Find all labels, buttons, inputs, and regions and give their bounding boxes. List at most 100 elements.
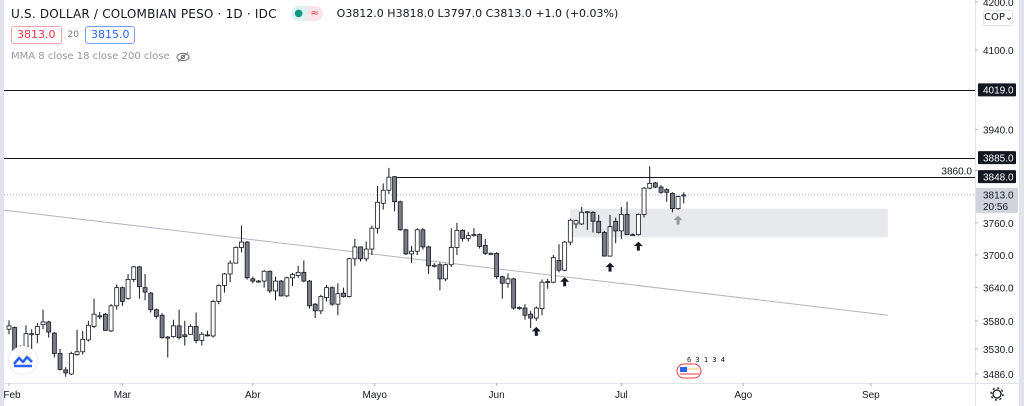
candle xyxy=(51,332,57,358)
tradingview-logo[interactable] xyxy=(9,346,37,374)
candle xyxy=(516,306,522,310)
candle-body-down xyxy=(301,271,307,282)
candle-body-up xyxy=(550,257,556,283)
candle-body-down xyxy=(613,220,619,232)
candle xyxy=(6,320,12,335)
sell-button[interactable]: 3813.0 xyxy=(11,26,62,44)
candle-body-up xyxy=(284,277,290,297)
candle xyxy=(369,225,375,256)
price-tick-label: 3700.0 xyxy=(983,251,1014,262)
economic-events-marker[interactable]: 6 3 1 3 4 xyxy=(676,356,725,379)
candle-body-down xyxy=(51,332,57,354)
candle xyxy=(505,273,511,288)
candle-body-down xyxy=(664,189,670,193)
candle-body-down xyxy=(205,334,210,337)
settings-gear-icon[interactable] xyxy=(990,387,1004,401)
candle-body-down xyxy=(426,246,431,267)
candle xyxy=(528,310,534,329)
time-axis[interactable]: Feb Mar Abr Mayo Jun Jul Ago Sep xyxy=(3,383,880,401)
candle xyxy=(556,244,562,273)
trendline[interactable] xyxy=(3,209,888,316)
candle-body-up xyxy=(533,307,539,319)
candle xyxy=(652,181,658,189)
up-arrow-icon[interactable] xyxy=(673,215,683,225)
candle-body-down xyxy=(312,303,318,312)
price-axis[interactable]: 4200.0 4100.0 3940.0 3860.0 3760.0 3700.0 3640… xyxy=(941,0,1014,381)
level-price-label: 3885.0 xyxy=(983,153,1014,164)
candle xyxy=(437,262,443,291)
candle-body-up xyxy=(647,183,653,189)
candle-body-down xyxy=(244,241,250,279)
right-scrollbar[interactable] xyxy=(1019,0,1024,406)
up-arrow-icon[interactable] xyxy=(633,241,643,251)
price-tick-label: 4100.0 xyxy=(983,46,1014,57)
price-tick-label: 3760.0 xyxy=(983,219,1014,230)
candle xyxy=(63,367,69,377)
spread-value: 20 xyxy=(67,30,79,40)
up-arrow-icon[interactable] xyxy=(560,277,570,287)
candle xyxy=(307,279,312,309)
candle xyxy=(261,270,267,288)
ohlc-values: O3812.0 H3818.0 L3797.0 C3813.0 +1.0 (+0… xyxy=(336,7,619,20)
candle xyxy=(312,303,318,319)
up-arrow-icon[interactable] xyxy=(531,326,541,336)
candle xyxy=(533,306,539,321)
candle-body-down xyxy=(624,213,630,235)
candle-body-up xyxy=(199,333,205,341)
candle-body-down xyxy=(63,369,69,374)
candle-body-down xyxy=(57,353,63,370)
candle-body-up xyxy=(318,296,324,312)
candle xyxy=(420,228,426,250)
candle-body-up xyxy=(505,278,511,284)
candle-body-up xyxy=(346,258,352,297)
candle xyxy=(188,324,193,335)
eye-off-icon[interactable] xyxy=(176,51,190,62)
time-tick-label: Jun xyxy=(489,390,505,401)
candle-body-up xyxy=(29,333,35,336)
up-arrow-icon[interactable] xyxy=(605,262,615,272)
candle xyxy=(125,273,131,300)
candle xyxy=(539,279,545,316)
candle xyxy=(482,238,488,256)
candle xyxy=(681,192,687,204)
time-tick-label: Sep xyxy=(862,390,880,401)
candle xyxy=(641,187,647,218)
delayed-data-icon: ≈ xyxy=(306,6,323,21)
candle-body-up xyxy=(516,307,522,309)
candle-body-down xyxy=(159,314,165,339)
left-border xyxy=(0,0,4,406)
candle xyxy=(29,329,35,349)
candle xyxy=(664,188,670,202)
candle xyxy=(80,330,86,355)
currency-dropdown[interactable]: COP⌄ xyxy=(983,10,1013,26)
status-badge[interactable]: ● ≈ xyxy=(290,6,323,21)
buy-button[interactable]: 3815.0 xyxy=(84,26,136,44)
candle xyxy=(658,184,664,194)
time-tick-label: Abr xyxy=(245,390,261,401)
candle-body-up xyxy=(562,241,568,271)
price-tick-label: 3486.0 xyxy=(983,370,1014,381)
candle xyxy=(584,211,590,230)
candle xyxy=(222,272,227,293)
symbol-title[interactable]: U.S. DOLLAR / COLOMBIAN PESO · 1D · IDC xyxy=(11,6,277,21)
candle-body-up xyxy=(85,324,91,341)
time-tick-label: Mar xyxy=(114,390,132,401)
bar-countdown-label: 20:56 xyxy=(983,202,1008,213)
candle-body-down xyxy=(250,278,256,282)
currency-label: COP xyxy=(984,12,1005,23)
candle-body-down xyxy=(477,234,483,247)
candle-body-up xyxy=(261,270,267,282)
indicator-label[interactable]: MMA 8 close 18 close 200 close xyxy=(11,51,170,62)
candle-body-up xyxy=(108,305,114,332)
candle xyxy=(624,201,630,236)
candle-body-down xyxy=(511,278,517,309)
candle xyxy=(335,283,341,316)
candle xyxy=(618,207,624,239)
candle-body-up xyxy=(584,211,590,214)
candle xyxy=(239,225,244,253)
candle xyxy=(250,276,256,284)
candle-body-up xyxy=(409,250,414,255)
candle-body-up xyxy=(641,187,647,215)
time-tick-label: Feb xyxy=(3,390,21,401)
